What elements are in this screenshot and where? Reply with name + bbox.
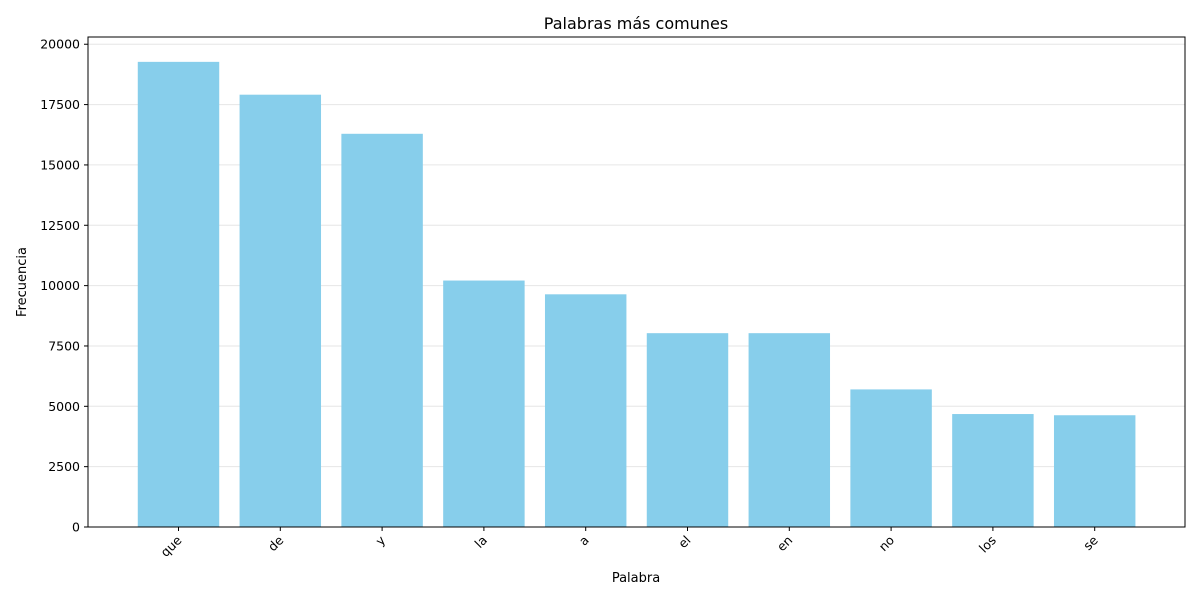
y-axis-label: Frecuencia — [15, 247, 30, 317]
bar-no — [850, 389, 932, 527]
y-tick-label: 0 — [72, 520, 80, 535]
bars — [137, 61, 1136, 528]
y-tick-label: 12500 — [40, 218, 80, 233]
y-tick-label: 17500 — [40, 97, 80, 112]
y-tick-label: 15000 — [40, 157, 80, 172]
x-tick-label: en — [774, 533, 796, 555]
y-axis-ticks: 0 2500 5000 7500 10000 12500 15000 17500 20000 — [40, 37, 88, 535]
y-tick-label: 10000 — [40, 278, 80, 293]
bar-que — [137, 61, 220, 528]
x-tick-label: los — [976, 533, 999, 556]
bar-a — [544, 294, 627, 527]
bar-en — [748, 333, 831, 527]
x-tick-label: la — [472, 533, 490, 551]
x-tick-label: a — [576, 533, 592, 549]
x-axis-ticks: que de y la a el en no los se — [157, 527, 1101, 560]
x-tick-label: de — [265, 532, 287, 554]
chart-title: Palabras más comunes — [544, 14, 728, 33]
y-tick-label: 2500 — [48, 459, 80, 474]
x-tick-label: no — [876, 533, 898, 555]
bar-la — [443, 280, 525, 527]
bar-se — [1053, 415, 1136, 527]
y-tick-label: 7500 — [48, 338, 80, 353]
plot-frame — [87, 36, 1186, 528]
bar-el — [646, 333, 729, 527]
y-tick-label: 5000 — [48, 399, 80, 414]
bar-de — [239, 94, 322, 528]
x-tick-label: el — [675, 533, 694, 552]
x-tick-label: y — [372, 532, 388, 548]
y-tick-label: 20000 — [40, 37, 80, 52]
bar-los — [952, 414, 1034, 527]
bar-y — [341, 133, 423, 528]
x-tick-label: que — [157, 532, 184, 559]
x-axis-label: Palabra — [612, 571, 660, 586]
x-tick-label: se — [1080, 532, 1101, 553]
